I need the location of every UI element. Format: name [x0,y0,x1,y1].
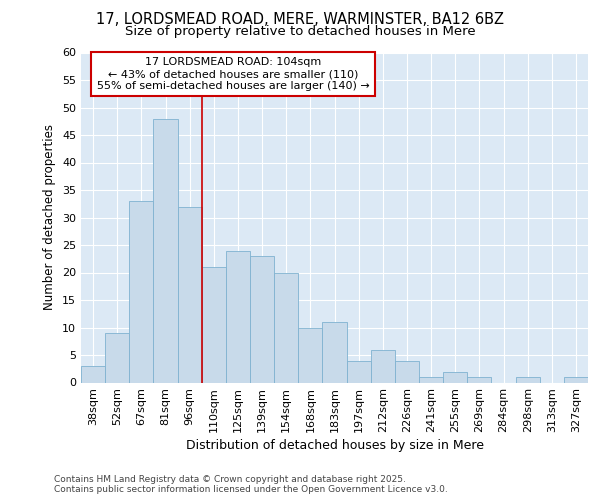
Bar [443,372,467,382]
Bar [81,366,105,382]
Bar [371,350,395,382]
Text: Contains HM Land Registry data © Crown copyright and database right 2025.
Contai: Contains HM Land Registry data © Crown c… [54,474,448,494]
Bar [129,201,154,382]
Text: 17 LORDSMEAD ROAD: 104sqm
← 43% of detached houses are smaller (110)
55% of semi: 17 LORDSMEAD ROAD: 104sqm ← 43% of detac… [97,58,370,90]
Bar [298,328,322,382]
Bar [395,360,419,382]
Bar [564,377,588,382]
Bar [347,360,371,382]
Bar [178,206,202,382]
Bar [322,322,347,382]
Text: Size of property relative to detached houses in Mere: Size of property relative to detached ho… [125,25,475,38]
Bar [226,250,250,382]
Bar [515,377,540,382]
Bar [105,333,129,382]
X-axis label: Distribution of detached houses by size in Mere: Distribution of detached houses by size … [185,440,484,452]
Bar [154,118,178,382]
Bar [274,272,298,382]
Text: 17, LORDSMEAD ROAD, MERE, WARMINSTER, BA12 6BZ: 17, LORDSMEAD ROAD, MERE, WARMINSTER, BA… [96,12,504,28]
Bar [250,256,274,382]
Bar [467,377,491,382]
Bar [202,267,226,382]
Y-axis label: Number of detached properties: Number of detached properties [43,124,56,310]
Bar [419,377,443,382]
